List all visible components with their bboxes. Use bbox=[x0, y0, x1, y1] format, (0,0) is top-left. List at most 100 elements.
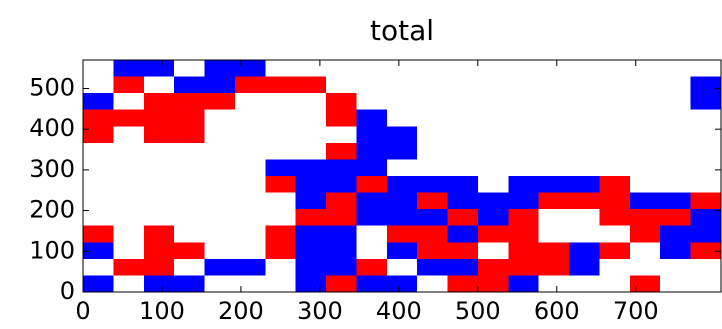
cell bbox=[629, 142, 661, 160]
cell bbox=[386, 60, 418, 78]
cell bbox=[204, 109, 236, 127]
cell bbox=[265, 176, 297, 194]
cell bbox=[174, 176, 206, 194]
cell bbox=[477, 275, 509, 293]
cell bbox=[326, 109, 357, 127]
cell bbox=[356, 225, 388, 243]
cell bbox=[356, 275, 388, 293]
cell bbox=[690, 275, 722, 293]
cell bbox=[295, 142, 327, 160]
cell bbox=[508, 76, 540, 94]
cell bbox=[83, 159, 114, 177]
cell bbox=[295, 275, 327, 293]
cell bbox=[386, 109, 418, 127]
cell bbox=[690, 192, 722, 210]
cell bbox=[477, 159, 509, 177]
cell bbox=[477, 225, 509, 243]
cell bbox=[265, 60, 297, 78]
cell bbox=[356, 60, 388, 78]
cell bbox=[204, 242, 236, 260]
cell bbox=[690, 93, 722, 111]
cell bbox=[356, 159, 388, 177]
cell bbox=[386, 126, 418, 144]
cell bbox=[629, 225, 661, 243]
cell bbox=[538, 258, 570, 276]
cell bbox=[356, 209, 388, 227]
chart-title: total bbox=[370, 14, 434, 47]
cell bbox=[538, 275, 570, 293]
cell bbox=[83, 142, 114, 160]
cell bbox=[295, 93, 327, 111]
cell bbox=[508, 142, 540, 160]
cell bbox=[234, 76, 266, 94]
cell bbox=[174, 60, 206, 78]
cell bbox=[690, 76, 722, 94]
cell bbox=[143, 109, 175, 127]
cell bbox=[477, 258, 509, 276]
cell bbox=[690, 159, 722, 177]
cell bbox=[386, 225, 418, 243]
cell bbox=[508, 159, 540, 177]
cell bbox=[599, 275, 631, 293]
cell bbox=[83, 258, 114, 276]
cell bbox=[83, 126, 114, 144]
cell bbox=[569, 126, 600, 144]
cell bbox=[386, 258, 418, 276]
cell bbox=[326, 60, 357, 78]
cell bbox=[417, 275, 449, 293]
cell bbox=[295, 258, 327, 276]
cell bbox=[326, 275, 357, 293]
x-tick-label: 300 bbox=[297, 297, 343, 325]
cell bbox=[174, 225, 206, 243]
cell bbox=[143, 258, 175, 276]
cell bbox=[447, 225, 479, 243]
cell bbox=[447, 176, 479, 194]
cell bbox=[174, 76, 206, 94]
cell bbox=[660, 242, 692, 260]
cell bbox=[234, 275, 266, 293]
cell bbox=[447, 93, 479, 111]
cell bbox=[417, 76, 449, 94]
cell bbox=[477, 242, 509, 260]
cell bbox=[599, 76, 631, 94]
cell bbox=[508, 209, 540, 227]
cell bbox=[295, 242, 327, 260]
cell bbox=[569, 176, 600, 194]
cell bbox=[295, 192, 327, 210]
cell bbox=[629, 209, 661, 227]
cell bbox=[234, 258, 266, 276]
cell bbox=[629, 76, 661, 94]
cell bbox=[569, 209, 600, 227]
cell bbox=[234, 126, 266, 144]
cell bbox=[326, 225, 357, 243]
cell bbox=[599, 159, 631, 177]
cell bbox=[174, 192, 206, 210]
cell bbox=[447, 242, 479, 260]
cell bbox=[629, 60, 661, 78]
cell bbox=[143, 209, 175, 227]
cell bbox=[508, 126, 540, 144]
cell bbox=[204, 142, 236, 160]
cell bbox=[356, 258, 388, 276]
cell bbox=[386, 242, 418, 260]
cell bbox=[113, 142, 145, 160]
cell bbox=[660, 258, 692, 276]
cell bbox=[629, 275, 661, 293]
cell bbox=[417, 109, 449, 127]
cell bbox=[204, 258, 236, 276]
axes-frame bbox=[82, 59, 722, 293]
cell bbox=[447, 109, 479, 127]
y-tick-label: 300 bbox=[29, 155, 75, 183]
cell bbox=[477, 60, 509, 78]
cell bbox=[569, 192, 600, 210]
cell bbox=[477, 109, 509, 127]
cell bbox=[295, 159, 327, 177]
cell bbox=[326, 242, 357, 260]
cell bbox=[569, 159, 600, 177]
cell bbox=[234, 142, 266, 160]
cell bbox=[83, 209, 114, 227]
cell bbox=[143, 126, 175, 144]
cell bbox=[174, 109, 206, 127]
cell bbox=[447, 275, 479, 293]
cell bbox=[265, 242, 297, 260]
